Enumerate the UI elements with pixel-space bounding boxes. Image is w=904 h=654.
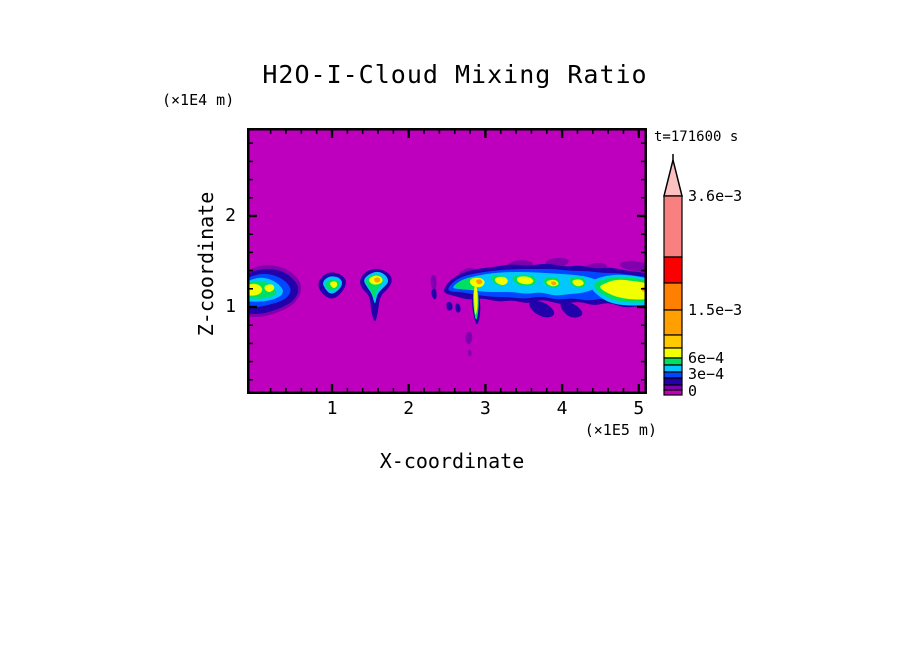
colorbar-tick-label: 6e−4: [688, 349, 725, 367]
cloud-blob-navy: [446, 302, 453, 311]
colorbar-tip: [663, 159, 683, 197]
z-tick-label: 2: [225, 205, 236, 226]
cloud-blob-yellow: [247, 283, 263, 296]
colorbar-tick-label: 1.5e−3: [688, 301, 743, 319]
cloud-blob-orange: [374, 277, 381, 283]
cloud-blob-violet: [468, 349, 472, 357]
x-tick-label: 5: [633, 398, 645, 419]
x-axis-title: X-coordinate: [379, 449, 525, 473]
field-background: [247, 128, 647, 394]
colorbar-segment-green: [663, 357, 683, 366]
colorbar-segment-salmon: [663, 195, 683, 258]
cloud-blob-yellow: [474, 285, 478, 315]
cloud-blob-navy: [529, 300, 555, 318]
cloud-blob-navy: [560, 301, 583, 318]
timestamp-label: t=171600 s: [654, 129, 739, 145]
colorbar-tick-label: 3.6e−3: [688, 187, 743, 205]
colorbar-tick-label: 0: [688, 382, 698, 400]
cloud-blob-violet: [619, 260, 647, 272]
cloud-blob-navy: [455, 303, 461, 313]
cloud-blob-violet: [430, 275, 437, 291]
cloud-blob-orange: [550, 281, 557, 286]
cloud-blob-yellow: [494, 276, 508, 286]
cloud-blob-yellow: [600, 279, 647, 300]
cloud-blob-navy: [431, 288, 437, 300]
z-tick-label: 1: [225, 296, 236, 317]
x-tick-label: 3: [479, 398, 491, 419]
colorbar-segment-navy: [663, 377, 683, 386]
plot-frame: [247, 128, 647, 394]
chart-title: H2O-I-Cloud Mixing Ratio: [262, 60, 648, 89]
x-tick-label: 4: [556, 398, 568, 419]
colorbar-segment-bg: [663, 389, 683, 396]
colorbar-segment-dkorange: [663, 282, 683, 311]
cloud-blob-yellow: [264, 284, 275, 292]
z-axis-title: Z-coordinate: [194, 191, 218, 337]
colorbar-segment-cyan: [663, 364, 683, 373]
contour-plot-area: [247, 128, 647, 394]
colorbar-segment-violet: [663, 384, 683, 391]
cloud-blob-yellow: [330, 281, 338, 288]
cloud-blob-violet: [465, 331, 473, 345]
colorbar-segment-amber: [663, 334, 683, 349]
x-tick-label: 1: [326, 398, 338, 419]
cloud-blob-yellow: [516, 276, 534, 285]
colorbar-segment-red: [663, 256, 683, 284]
cloud-blob-orange: [476, 279, 483, 285]
cloud-blob-yellow: [572, 279, 584, 287]
x-tick-label: 2: [403, 398, 415, 419]
colorbar-segment-blue: [663, 371, 683, 379]
colorbar-segment-orange: [663, 309, 683, 336]
colorbar: [650, 150, 690, 400]
colorbar-segment-yellow: [663, 347, 683, 359]
z-axis-unit-label: (×1E4 m): [162, 91, 235, 109]
colorbar-tick-label: 3e−4: [688, 365, 725, 383]
x-axis-unit-label: (×1E5 m): [584, 421, 657, 439]
